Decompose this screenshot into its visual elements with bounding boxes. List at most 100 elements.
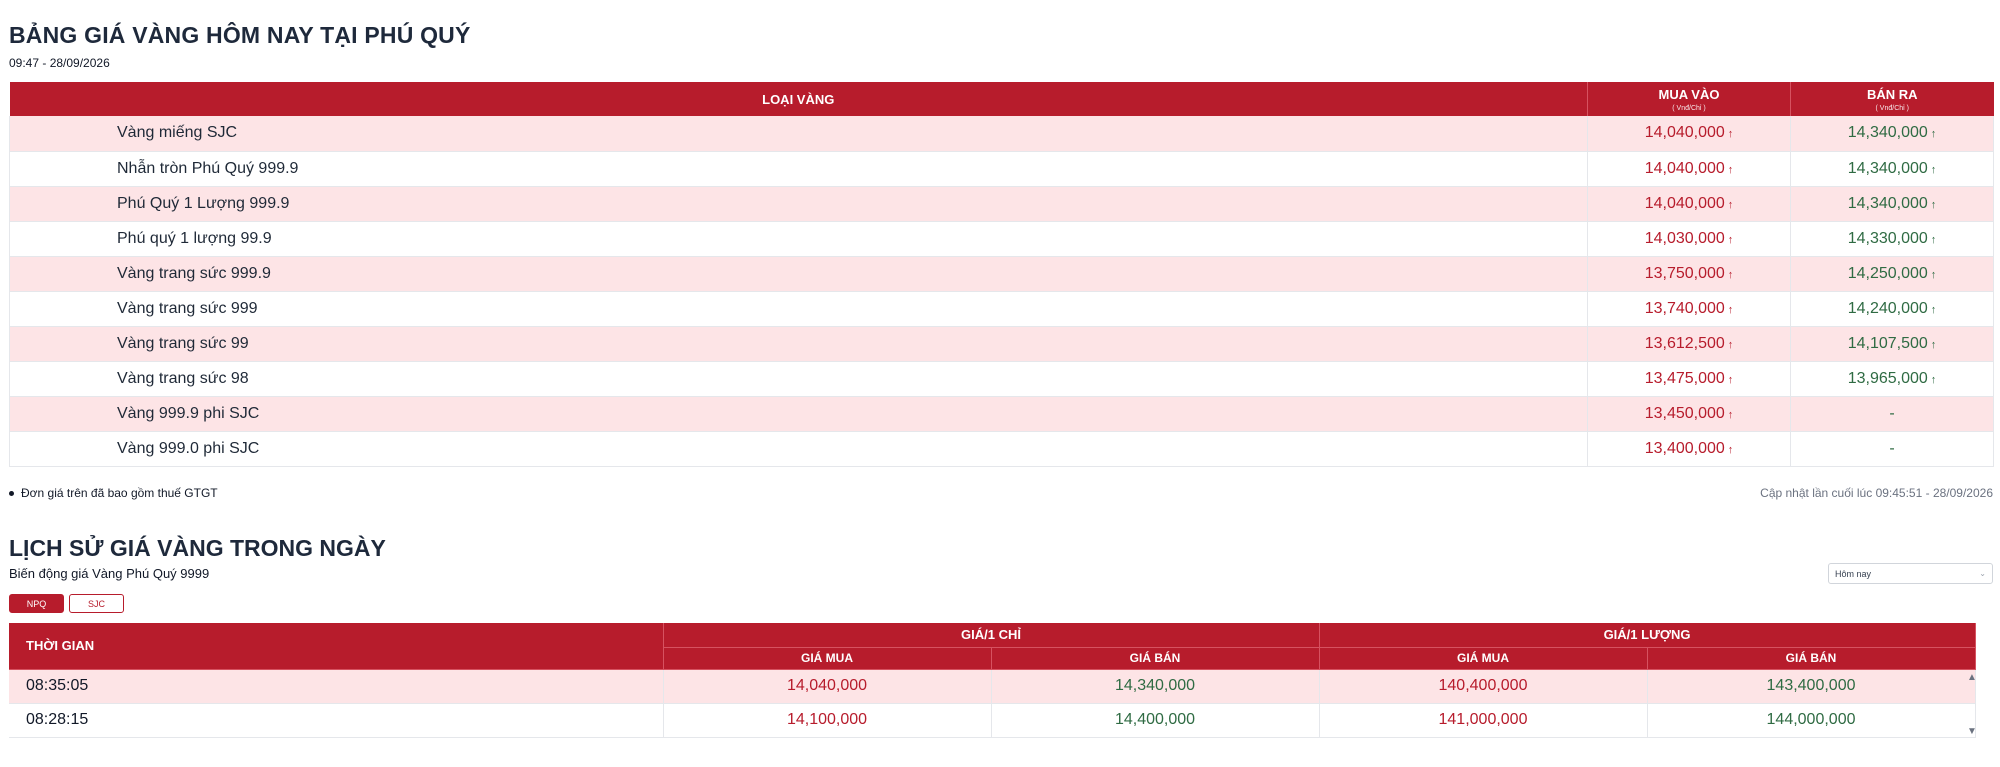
gold-type-name: Vàng miếng SJC bbox=[9, 116, 1588, 152]
history-title: LỊCH SỬ GIÁ VÀNG TRONG NGÀY bbox=[9, 535, 386, 561]
up-arrow-icon: ↑ bbox=[1727, 338, 1734, 351]
last-updated: Cập nhật lần cuối lúc 09:45:51 - 28/09/2… bbox=[1760, 486, 1993, 500]
page-title: BẢNG GIÁ VÀNG HÔM NAY TẠI PHÚ QUÝ bbox=[9, 22, 471, 48]
chi-sell-price: 14,340,000 bbox=[991, 669, 1320, 704]
luong-buy-price: 140,400,000 bbox=[1319, 669, 1648, 704]
up-arrow-icon: ↑ bbox=[1727, 163, 1734, 176]
history-table: THỜI GIAN GIÁ/1 CHỈ GIÁ/1 LƯỢNG GIÁ MUA … bbox=[9, 623, 1976, 738]
up-arrow-icon: ↑ bbox=[1930, 163, 1937, 176]
sell-price: 14,340,000 ↑ bbox=[1790, 151, 1994, 187]
luong-sell-price: 143,400,000 bbox=[1647, 669, 1976, 704]
period-select-value: Hôm nay bbox=[1835, 568, 1872, 579]
col-luong-sell: GIÁ BÁN bbox=[1647, 647, 1976, 670]
up-arrow-icon: ↑ bbox=[1727, 373, 1734, 386]
table-row: Vàng 999.0 phi SJC 13,400,000 ↑ - bbox=[9, 431, 1994, 467]
buy-price: 13,450,000 ↑ bbox=[1587, 396, 1791, 432]
col-chi-sell: GIÁ BÁN bbox=[991, 647, 1320, 670]
buy-price: 13,740,000 ↑ bbox=[1587, 291, 1791, 327]
chi-buy-price: 14,100,000 bbox=[663, 703, 992, 738]
gold-type-name: Phú Quý 1 Lượng 999.9 bbox=[9, 186, 1588, 222]
chi-sell-price: 14,400,000 bbox=[991, 703, 1320, 738]
gold-type-name: Nhẫn tròn Phú Quý 999.9 bbox=[9, 151, 1588, 187]
col-group-chi: GIÁ/1 CHỈ bbox=[663, 623, 1320, 648]
table-row: Vàng trang sức 999 13,740,000 ↑ 14,240,000 ↑ bbox=[9, 291, 1994, 327]
up-arrow-icon: ↑ bbox=[1727, 443, 1734, 456]
table-row: Phú Quý 1 Lượng 999.9 14,040,000 ↑ 14,340,0… bbox=[9, 186, 1994, 222]
col-group-luong: GIÁ/1 LƯỢNG bbox=[1319, 623, 1976, 648]
buy-price: 13,475,000 ↑ bbox=[1587, 361, 1791, 397]
up-arrow-icon: ↑ bbox=[1930, 128, 1937, 141]
buy-price: 14,040,000 ↑ bbox=[1587, 116, 1791, 152]
sell-price: 14,240,000 ↑ bbox=[1790, 291, 1994, 327]
tab-sjc[interactable]: SJC bbox=[69, 594, 124, 613]
gold-type-name: Vàng trang sức 99 bbox=[9, 326, 1588, 362]
chi-buy-price: 14,040,000 bbox=[663, 669, 992, 704]
sell-price: 13,965,000 ↑ bbox=[1790, 361, 1994, 397]
up-arrow-icon: ↑ bbox=[1930, 303, 1937, 316]
sell-price: 14,330,000 ↑ bbox=[1790, 221, 1994, 257]
gold-type-name: Vàng trang sức 999 bbox=[9, 291, 1588, 327]
col-gold-type: LOẠI VÀNG bbox=[9, 82, 1588, 116]
gold-type-name: Vàng trang sức 999.9 bbox=[9, 256, 1588, 292]
table-row: Vàng trang sức 98 13,475,000 ↑ 13,965,000 ↑ bbox=[9, 361, 1994, 397]
luong-sell-price: 144,000,000 bbox=[1647, 703, 1976, 738]
buy-price: 14,040,000 ↑ bbox=[1587, 186, 1791, 222]
gold-type-name: Vàng 999.9 phi SJC bbox=[9, 396, 1588, 432]
table-row: Phú quý 1 lượng 99.9 14,030,000 ↑ 14,330,00… bbox=[9, 221, 1994, 257]
history-row: 08:35:05 14,040,000 14,340,000 140,400,000 1… bbox=[9, 669, 1976, 704]
bullet-icon bbox=[9, 490, 14, 496]
buy-price: 14,040,000 ↑ bbox=[1587, 151, 1791, 187]
table-row: Nhẫn tròn Phú Quý 999.9 14,040,000 ↑ 14,340… bbox=[9, 151, 1994, 187]
buy-price: 13,400,000 ↑ bbox=[1587, 431, 1791, 467]
up-arrow-icon: ↑ bbox=[1727, 303, 1734, 316]
buy-price: 13,612,500 ↑ bbox=[1587, 326, 1791, 362]
table-row: Vàng trang sức 99 13,612,500 ↑ 14,107,500 ↑ bbox=[9, 326, 1994, 362]
gold-type-name: Vàng 999.0 phi SJC bbox=[9, 431, 1588, 467]
up-arrow-icon: ↑ bbox=[1727, 408, 1734, 421]
scroll-down-icon[interactable]: ▼ bbox=[1967, 726, 1977, 737]
history-tabs: NPQ SJC bbox=[9, 594, 124, 613]
history-time: 08:35:05 bbox=[9, 669, 664, 704]
up-arrow-icon: ↑ bbox=[1930, 198, 1937, 211]
gold-type-name: Phú quý 1 lượng 99.9 bbox=[9, 221, 1588, 257]
history-subtitle: Biến động giá Vàng Phú Quý 9999 bbox=[9, 566, 210, 581]
table-row: Vàng 999.9 phi SJC 13,450,000 ↑ - bbox=[9, 396, 1994, 432]
sell-price: 14,250,000 ↑ bbox=[1790, 256, 1994, 292]
col-buy-unit: ( Vnđ/Chỉ ) bbox=[1672, 104, 1706, 112]
up-arrow-icon: ↑ bbox=[1727, 268, 1734, 281]
price-table-header: LOẠI VÀNG MUA VÀO ( Vnđ/Chỉ ) BÁN RA ( V… bbox=[9, 82, 1994, 116]
table-row: Vàng trang sức 999.9 13,750,000 ↑ 14,250,00… bbox=[9, 256, 1994, 292]
sell-price: 14,340,000 ↑ bbox=[1790, 116, 1994, 152]
table-row: Vàng miếng SJC 14,040,000 ↑ 14,340,000 ↑ bbox=[9, 116, 1994, 152]
col-chi-buy: GIÁ MUA bbox=[663, 647, 992, 670]
sell-price: 14,340,000 ↑ bbox=[1790, 186, 1994, 222]
price-timestamp: 09:47 - 28/09/2026 bbox=[9, 56, 110, 70]
up-arrow-icon: ↑ bbox=[1930, 373, 1937, 386]
sell-price: - bbox=[1790, 396, 1994, 432]
up-arrow-icon: ↑ bbox=[1930, 338, 1937, 351]
history-time: 08:28:15 bbox=[9, 703, 664, 738]
gold-type-name: Vàng trang sức 98 bbox=[9, 361, 1588, 397]
up-arrow-icon: ↑ bbox=[1727, 128, 1734, 141]
chevron-down-icon: ⌄ bbox=[1979, 569, 1986, 578]
period-select[interactable]: Hôm nay ⌄ bbox=[1828, 563, 1993, 584]
vat-note: Đơn giá trên đã bao gồm thuế GTGT bbox=[9, 486, 218, 500]
gold-price-table: LOẠI VÀNG MUA VÀO ( Vnđ/Chỉ ) BÁN RA ( V… bbox=[9, 82, 1994, 467]
buy-price: 13,750,000 ↑ bbox=[1587, 256, 1791, 292]
col-sell: BÁN RA ( Vnđ/Chỉ ) bbox=[1790, 82, 1994, 116]
col-sell-unit: ( Vnđ/Chỉ ) bbox=[1875, 104, 1909, 112]
up-arrow-icon: ↑ bbox=[1727, 198, 1734, 211]
up-arrow-icon: ↑ bbox=[1727, 233, 1734, 246]
history-row: 08:28:15 14,100,000 14,400,000 141,000,000 1… bbox=[9, 703, 1976, 738]
col-luong-buy: GIÁ MUA bbox=[1319, 647, 1648, 670]
up-arrow-icon: ↑ bbox=[1930, 233, 1937, 246]
sell-price: - bbox=[1790, 431, 1994, 467]
tab-npq[interactable]: NPQ bbox=[9, 594, 64, 613]
sell-price: 14,107,500 ↑ bbox=[1790, 326, 1994, 362]
luong-buy-price: 141,000,000 bbox=[1319, 703, 1648, 738]
up-arrow-icon: ↑ bbox=[1930, 268, 1937, 281]
col-time: THỜI GIAN bbox=[9, 623, 664, 670]
buy-price: 14,030,000 ↑ bbox=[1587, 221, 1791, 257]
col-buy: MUA VÀO ( Vnđ/Chỉ ) bbox=[1587, 82, 1791, 116]
scroll-up-icon[interactable]: ▲ bbox=[1967, 672, 1977, 683]
